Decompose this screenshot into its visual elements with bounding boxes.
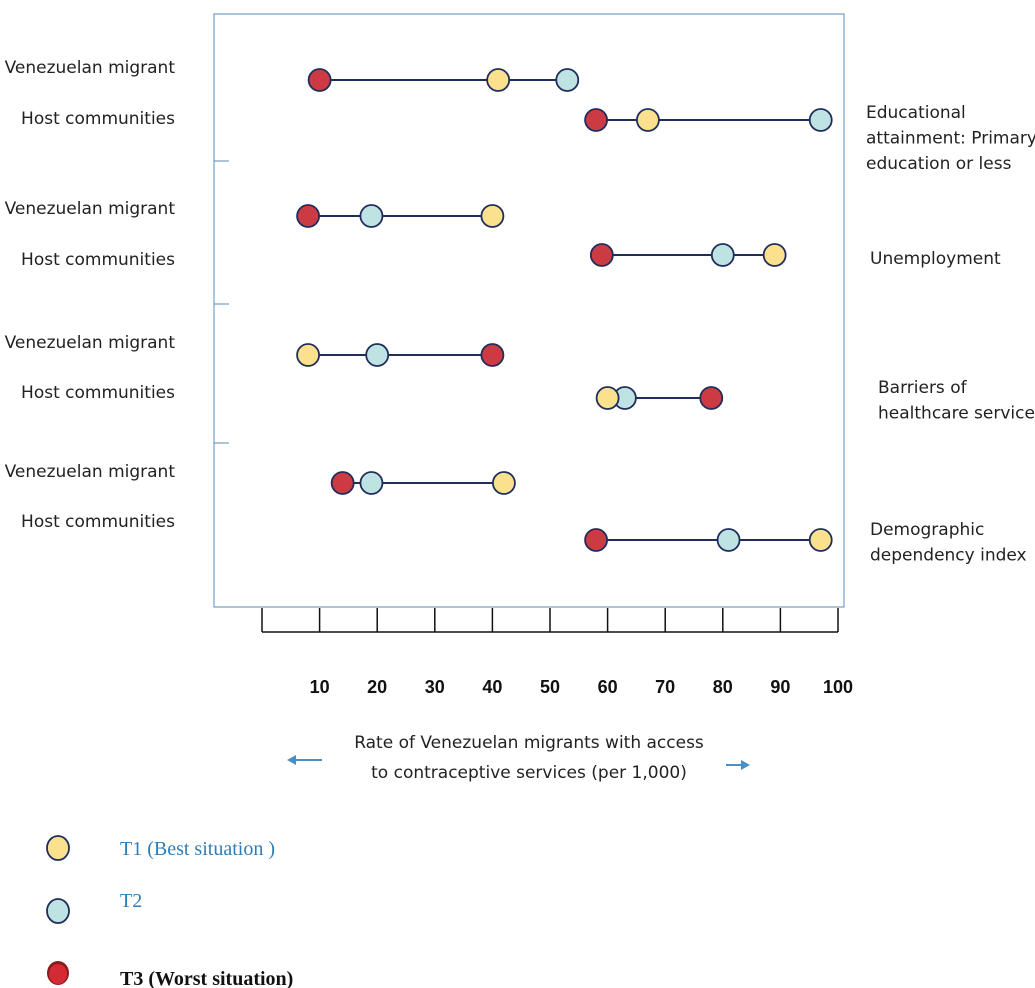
x-tick-label: 80 xyxy=(713,677,733,697)
x-tick-label: 40 xyxy=(482,677,502,697)
point-t2 xyxy=(808,108,833,132)
point-t3 xyxy=(699,386,724,410)
point-t1 xyxy=(492,471,516,495)
x-axis: 10 20 30 40 50 60 70 80 90 100 xyxy=(261,608,853,697)
group-label: Barriers of xyxy=(878,378,968,398)
row-label: Host communities xyxy=(21,383,175,403)
point-t2 xyxy=(555,68,580,92)
point-t1 xyxy=(762,243,787,267)
point-t2 xyxy=(359,204,384,228)
group-label: attainment: Primary xyxy=(866,129,1035,149)
point-t3 xyxy=(584,108,608,132)
point-t3 xyxy=(584,528,608,552)
x-axis-title: Rate of Venezuelan migrants with access … xyxy=(354,733,704,783)
data-rows: Venezuelan migrant Host communities Venezu… xyxy=(5,58,833,552)
point-t1 xyxy=(808,528,833,552)
row-label: Host communities xyxy=(21,250,175,270)
legend-label-t2: T2 xyxy=(120,890,142,912)
point-t3 xyxy=(589,243,614,267)
row-label: Venezuelan migrant xyxy=(5,333,176,353)
point-t2 xyxy=(359,471,384,495)
legend-marker-t1 xyxy=(46,835,70,861)
legend-label-t1: T1 (Best situation ) xyxy=(120,838,275,860)
legend: T1 (Best situation ) T2 T3 (Worst situatio… xyxy=(46,835,293,988)
point-t2 xyxy=(716,528,741,552)
plot-frame xyxy=(213,13,845,608)
right-arrow-icon xyxy=(726,760,750,770)
point-t2 xyxy=(710,243,735,267)
point-t1 xyxy=(480,204,505,228)
group-label: Demographic xyxy=(870,520,984,540)
x-axis-title-line-1: Rate of Venezuelan migrants with access xyxy=(354,733,704,753)
x-tick-label: 20 xyxy=(367,677,387,697)
point-t1 xyxy=(296,343,320,367)
point-t1 xyxy=(595,386,620,410)
x-tick-label: 100 xyxy=(823,677,853,697)
group-label: Educational xyxy=(866,103,966,123)
row-label: Venezuelan migrant xyxy=(5,199,176,219)
point-t3 xyxy=(307,68,332,92)
group-label: healthcare services xyxy=(878,404,1035,424)
legend-marker-t3-inner xyxy=(49,964,67,984)
group-label: dependency index xyxy=(870,546,1027,566)
group-separators xyxy=(214,160,229,444)
row-label: Host communities xyxy=(21,109,175,129)
legend-marker-t2 xyxy=(46,898,70,924)
x-tick-label: 30 xyxy=(425,677,445,697)
group-label: Unemployment xyxy=(870,249,1001,269)
left-arrow-icon xyxy=(287,755,322,765)
point-t1 xyxy=(636,108,660,132)
x-tick-label: 90 xyxy=(770,677,790,697)
x-tick-label: 70 xyxy=(655,677,675,697)
point-t3 xyxy=(296,204,320,228)
point-t3 xyxy=(480,343,505,367)
legend-label-t3: T3 (Worst situation) xyxy=(120,968,293,988)
point-t2 xyxy=(365,343,390,367)
group-label: education or less xyxy=(866,154,1012,174)
row-label: Venezuelan migrant xyxy=(5,58,176,78)
x-tick-label: 50 xyxy=(540,677,560,697)
point-t3 xyxy=(330,471,355,495)
row-label: Host communities xyxy=(21,512,175,532)
x-axis-title-line-2: to contraceptive services (per 1,000) xyxy=(371,763,687,783)
row-label: Venezuelan migrant xyxy=(5,462,176,482)
point-t1 xyxy=(486,68,511,92)
x-tick-label: 10 xyxy=(310,677,330,697)
x-tick-label: 60 xyxy=(598,677,618,697)
group-labels: Educational attainment: Primary education … xyxy=(866,103,1035,566)
